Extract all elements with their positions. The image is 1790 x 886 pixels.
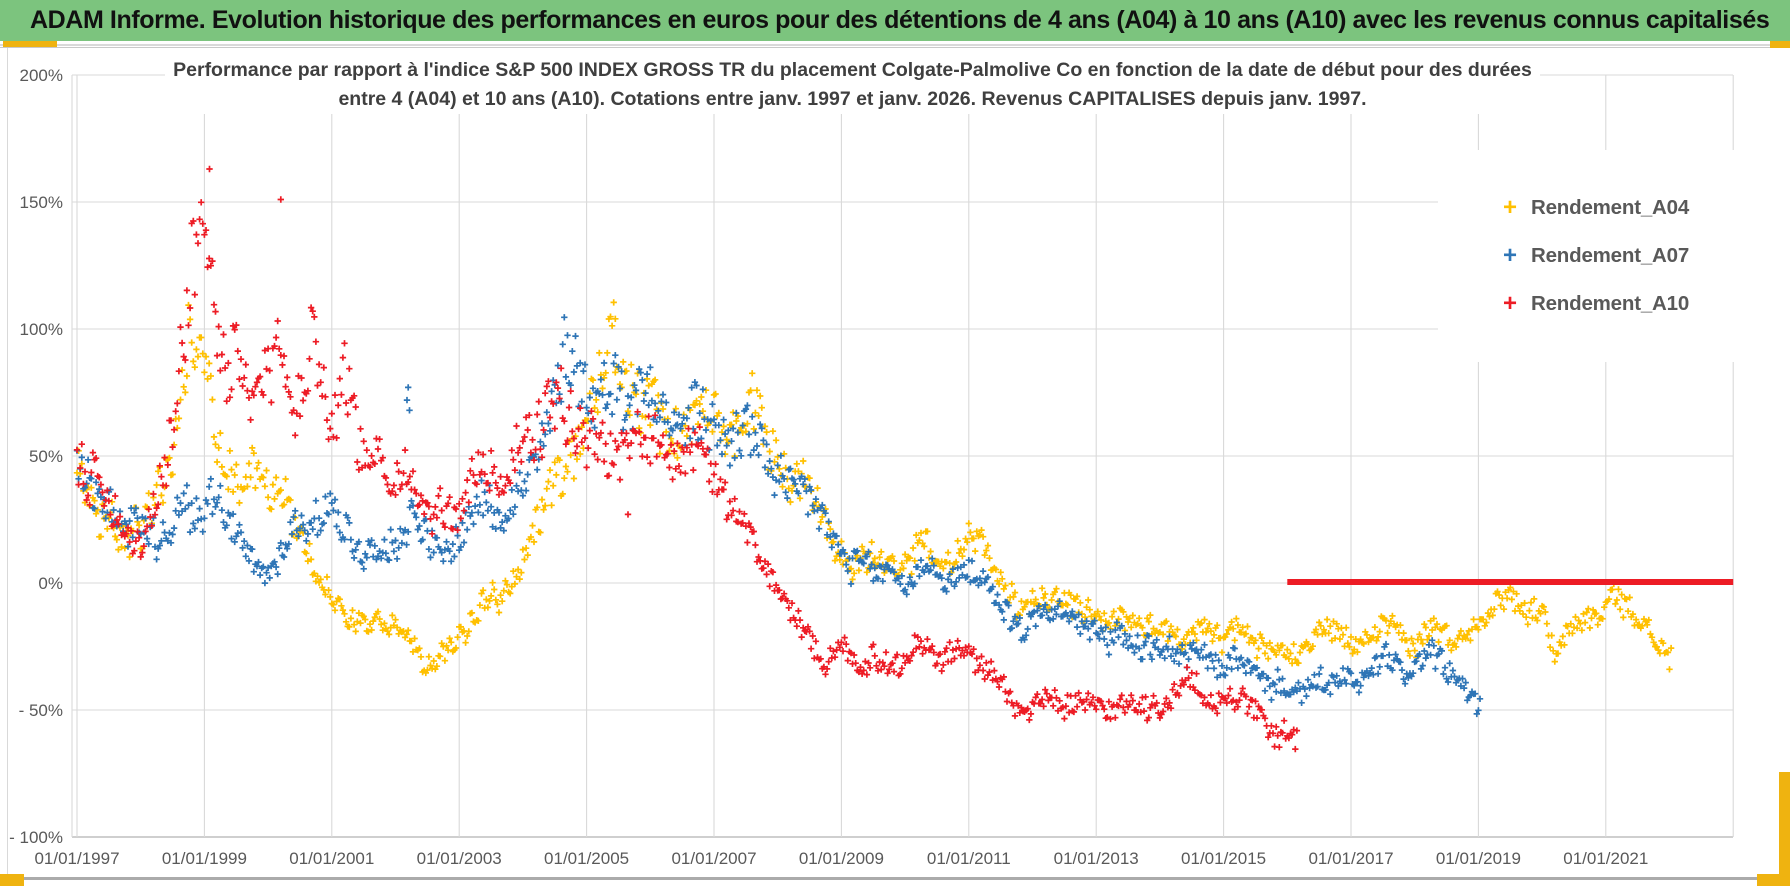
legend-label-a10: Rendement_A10 [1531,292,1690,315]
chart-title: Performance par rapport à l'indice S&P 5… [165,56,1540,114]
plus-marker-a04-icon: + [1502,194,1517,221]
series-rendement_a07 [73,314,1484,718]
legend-item-rendement-a10[interactable]: + Rendement_A10 [1438,292,1790,316]
x-axis-label: 01/01/2021 [1563,849,1648,868]
x-axis-label: 01/01/2007 [671,849,756,868]
legend-label-a04: Rendement_A04 [1531,196,1690,219]
header-divider-shadow [0,47,1790,48]
x-axis-label: 01/01/2013 [1054,849,1139,868]
header-bar: ADAM Informe. Evolution historique des p… [0,0,1790,41]
y-axis-label: - 100% [9,828,63,847]
x-axis-label: 01/01/2009 [799,849,884,868]
legend: + Rendement_A04 + Rendement_A07 + Rendem… [1438,150,1790,362]
x-axis-label: 01/01/2019 [1436,849,1521,868]
gold-accent-bottom-left [0,874,24,886]
gold-accent-bottom-right [1757,874,1790,886]
x-axis-label: 01/01/1999 [162,849,247,868]
legend-label-a07: Rendement_A07 [1531,244,1690,267]
chart-title-line1: Performance par rapport à l'indice S&P 5… [173,59,1532,81]
y-axis-label: 50% [29,447,63,466]
x-axis-label: 01/01/1997 [34,849,119,868]
chart-title-line2: entre 4 (A04) et 10 ans (A10). Cotations… [338,88,1367,110]
legend-item-rendement-a07[interactable]: + Rendement_A07 [1438,244,1790,268]
y-axis-label: 150% [20,193,63,212]
plus-marker-a10-icon: + [1502,290,1517,317]
y-axis-label: 0% [38,574,63,593]
legend-item-rendement-a04[interactable]: + Rendement_A04 [1438,196,1790,220]
x-axis-label: 01/01/2017 [1308,849,1393,868]
x-axis-labels: 01/01/1997 01/01/1999 01/01/2001 01/01/2003… [34,849,1648,868]
window-left-border [7,48,8,877]
series-rendement_a10 [73,165,1301,753]
y-axis-label: 200% [20,66,63,85]
y-axis-label: 100% [20,320,63,339]
gold-accent-top-left [3,41,57,47]
plus-marker-a07-icon: + [1502,242,1517,269]
y-axis-labels: 200% 150% 100% 50% 0% - 50% - 100% [9,66,63,847]
gold-scrollbar-right[interactable] [1779,772,1790,886]
header-divider [0,44,1790,46]
header-title: ADAM Informe. Evolution historique des p… [30,6,1770,34]
gold-accent-top-right [1770,41,1790,48]
x-axis-label: 01/01/2003 [417,849,502,868]
x-axis-label: 01/01/2015 [1181,849,1266,868]
series-rendement_a04 [73,299,1675,677]
y-axis-label: - 50% [19,701,63,720]
x-axis-label: 01/01/2005 [544,849,629,868]
x-axis-label: 01/01/2011 [927,849,1011,868]
x-axis-label: 01/01/2001 [289,849,374,868]
bottom-divider [0,877,1790,880]
